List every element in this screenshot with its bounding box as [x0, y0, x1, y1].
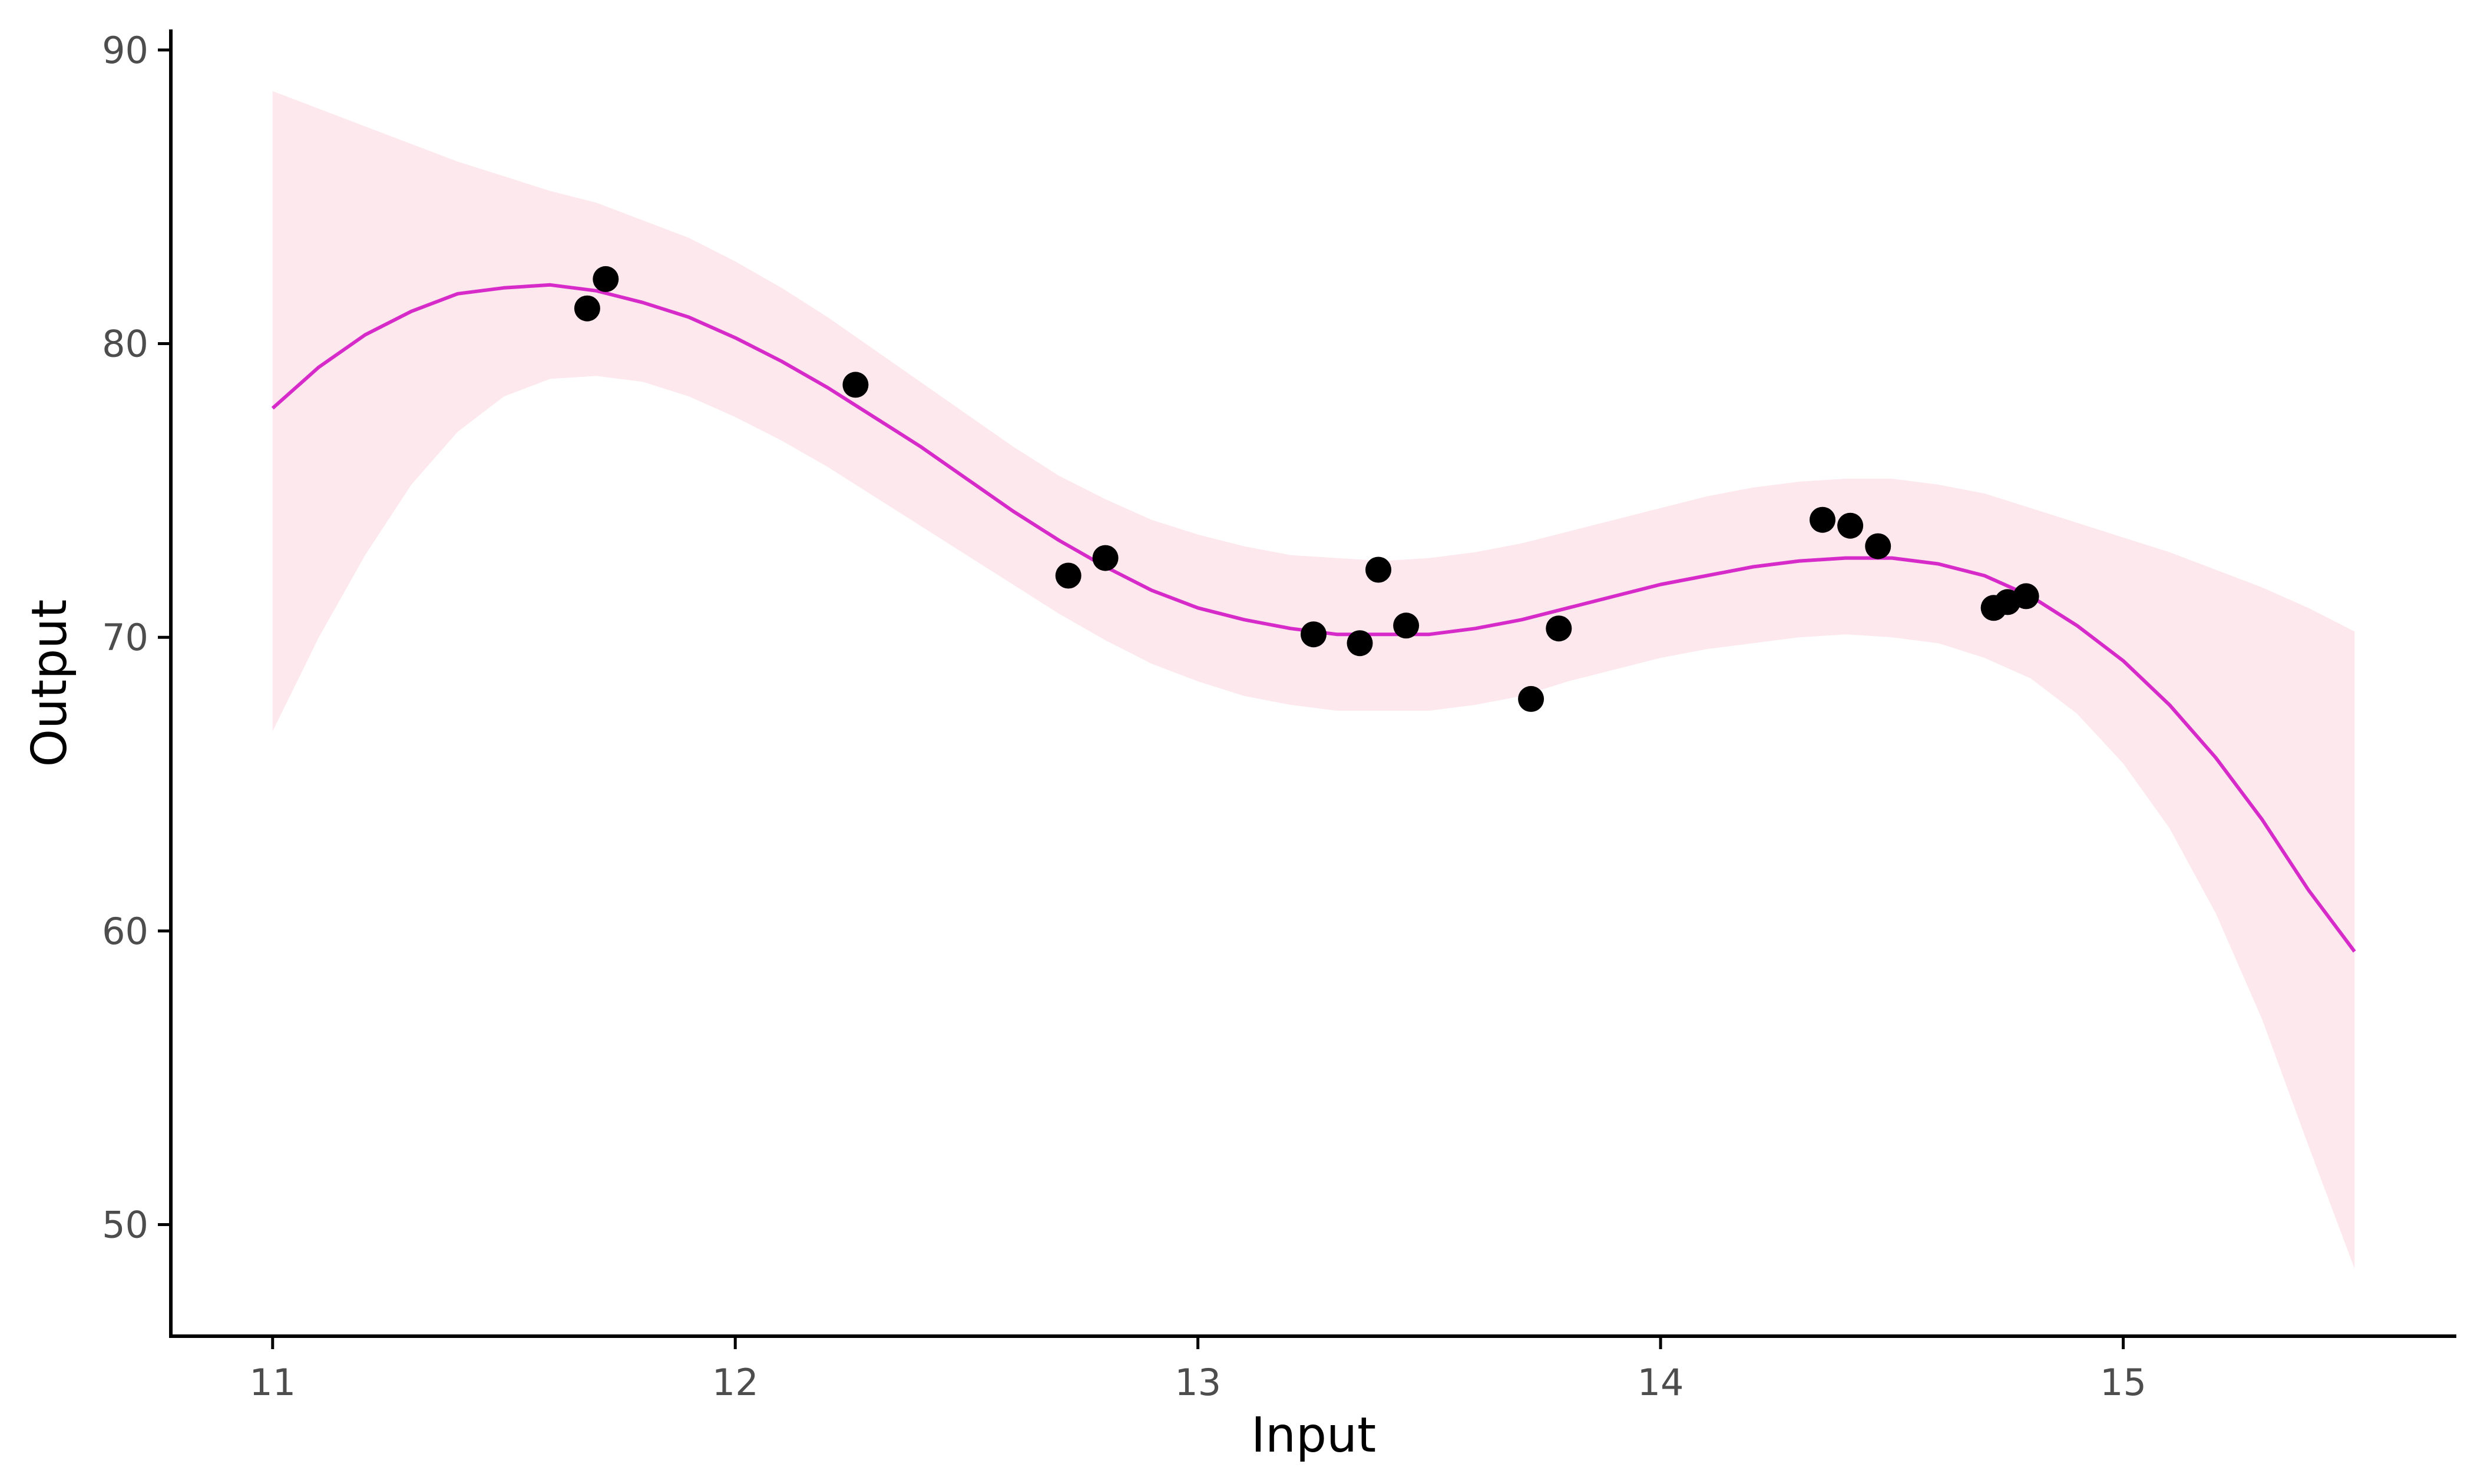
data-point: [1301, 621, 1327, 648]
x-tick-label: 12: [712, 1361, 759, 1404]
data-point: [1546, 615, 1572, 642]
data-point: [1865, 533, 1891, 559]
data-point: [2013, 583, 2039, 610]
data-point: [842, 372, 869, 398]
x-axis-title: Input: [1251, 1407, 1376, 1463]
y-axis-title: Output: [22, 599, 78, 767]
x-ticks: 11 12 13 14 15: [249, 1336, 2146, 1404]
confidence-band: [272, 91, 2355, 1269]
data-point: [593, 266, 619, 292]
y-tick-label: 50: [102, 1204, 148, 1247]
data-points-layer: [574, 266, 2039, 712]
y-tick-label: 60: [102, 910, 148, 953]
data-point: [574, 295, 600, 322]
y-tick-label: 80: [102, 323, 148, 366]
data-point: [1393, 612, 1420, 639]
confidence-band-layer: [272, 91, 2355, 1269]
x-tick-label: 11: [249, 1361, 296, 1404]
data-point: [1347, 630, 1373, 657]
x-tick-label: 13: [1175, 1361, 1221, 1404]
data-point: [1055, 562, 1081, 589]
axes: [169, 29, 2456, 1338]
data-point: [1365, 556, 1391, 583]
data-point: [1518, 685, 1544, 712]
data-point: [1092, 545, 1119, 571]
y-tick-label: 90: [102, 29, 148, 72]
y-tick-label: 70: [102, 616, 148, 659]
y-ticks: 50 60 70 80 90: [102, 29, 171, 1247]
x-tick-label: 14: [1638, 1361, 1684, 1404]
x-tick-label: 15: [2100, 1361, 2146, 1404]
data-point: [1810, 506, 1835, 533]
data-point: [1837, 512, 1864, 539]
